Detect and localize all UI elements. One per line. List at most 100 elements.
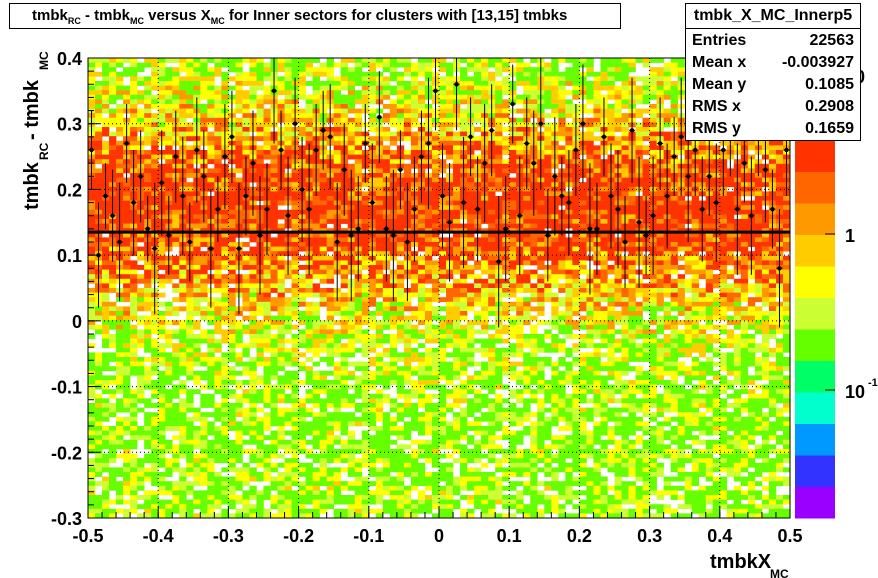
heatmap-cell [158, 439, 166, 445]
heatmap-cell [333, 508, 342, 514]
heatmap-cell [354, 94, 363, 100]
heatmap-cell [221, 251, 229, 257]
heatmap-cell [88, 85, 96, 91]
heatmap-cell [431, 288, 440, 293]
heatmap-cell [284, 67, 292, 73]
heatmap-cell [263, 334, 271, 339]
heatmap-cell [270, 191, 278, 197]
heatmap-cell [417, 58, 426, 63]
heatmap-cell [453, 306, 461, 312]
heatmap-cell [249, 320, 257, 326]
heatmap-cell [270, 297, 278, 303]
heatmap-cell [347, 398, 356, 404]
heatmap-cell [389, 122, 398, 128]
heatmap-cell [284, 499, 292, 505]
heatmap-cell [298, 407, 306, 413]
heatmap-cell [207, 104, 215, 109]
heatmap-cell [270, 173, 278, 178]
heatmap-cell [389, 485, 398, 491]
heatmap-cell [137, 237, 145, 243]
heatmap-cell [172, 90, 180, 96]
heatmap-cell [474, 301, 482, 307]
heatmap-cell [270, 485, 278, 491]
heatmap-cell [270, 416, 278, 422]
heatmap-cell [158, 292, 166, 298]
heatmap-cell [467, 283, 475, 289]
heatmap-cell [242, 499, 250, 505]
heatmap-cell [109, 99, 117, 105]
heatmap-cell [193, 439, 201, 445]
heatmap-cell [417, 504, 426, 510]
heatmap-cell [453, 177, 461, 183]
heatmap-cell [151, 490, 159, 496]
heatmap-cell [326, 416, 334, 422]
heatmap-cell [228, 219, 236, 224]
heatmap-cell [263, 449, 271, 454]
heatmap-cell [235, 62, 243, 68]
heatmap-cell [298, 274, 306, 280]
heatmap-cell [453, 242, 461, 247]
heatmap-cell [165, 412, 173, 418]
heatmap-cell [375, 278, 384, 284]
heatmap-cell [382, 426, 391, 431]
heatmap-cell [467, 182, 475, 188]
heatmap-cell [102, 85, 110, 91]
heatmap-cell [354, 449, 363, 454]
heatmap-cell [453, 232, 461, 238]
heatmap-cell [354, 324, 363, 330]
heatmap-cell [130, 481, 138, 487]
heatmap-cell [312, 481, 320, 487]
heatmap-cell [382, 421, 391, 427]
heatmap-cell [116, 177, 124, 183]
heatmap-cell [172, 412, 180, 418]
heatmap-cell [130, 81, 138, 86]
heatmap-cell [467, 324, 475, 330]
heatmap-cell [277, 416, 285, 422]
heatmap-cell [389, 117, 398, 123]
heatmap-cell [165, 182, 173, 188]
heatmap-cell [200, 265, 208, 270]
heatmap-cell [88, 242, 96, 247]
heatmap-cell [179, 343, 187, 349]
heatmap-cell [417, 462, 426, 468]
heatmap-cell [235, 140, 243, 146]
heatmap-cell [333, 136, 342, 142]
heatmap-cell [319, 301, 327, 307]
heatmap-cell [312, 265, 320, 270]
heatmap-cell [249, 71, 257, 77]
heatmap-cell [130, 393, 138, 399]
heatmap-cell [431, 499, 440, 505]
heatmap-cell [333, 375, 342, 381]
heatmap-cell [165, 76, 173, 82]
heatmap-cell [481, 361, 489, 367]
heatmap-cell [235, 472, 243, 477]
heatmap-cell [109, 311, 117, 316]
heatmap-cell [144, 62, 152, 68]
heatmap-cell [277, 426, 285, 431]
heatmap-cell [298, 435, 306, 441]
heatmap-cell [382, 412, 391, 418]
heatmap-cell [228, 389, 236, 395]
heatmap-cell [439, 476, 447, 482]
heatmap-cell [333, 416, 342, 422]
heatmap-cell [446, 104, 454, 109]
heatmap-cell [123, 476, 131, 482]
heatmap-cell [221, 209, 229, 215]
heatmap-cell [151, 62, 159, 68]
heatmap-cell [410, 380, 419, 385]
heatmap-cell [439, 343, 447, 349]
heatmap-cell [410, 117, 419, 123]
heatmap-cell [172, 453, 180, 459]
heatmap-cell [144, 472, 152, 477]
heatmap-cell [88, 435, 96, 441]
heatmap-cell [410, 136, 419, 142]
heatmap-cell [439, 99, 447, 105]
heatmap-cell [88, 71, 96, 77]
heatmap-cell [151, 449, 159, 454]
heatmap-cell [354, 90, 363, 96]
heatmap-cell [396, 283, 405, 289]
heatmap-cell [439, 490, 447, 496]
heatmap-cell [439, 104, 447, 109]
heatmap-cell [214, 136, 222, 142]
heatmap-cell [109, 131, 117, 137]
